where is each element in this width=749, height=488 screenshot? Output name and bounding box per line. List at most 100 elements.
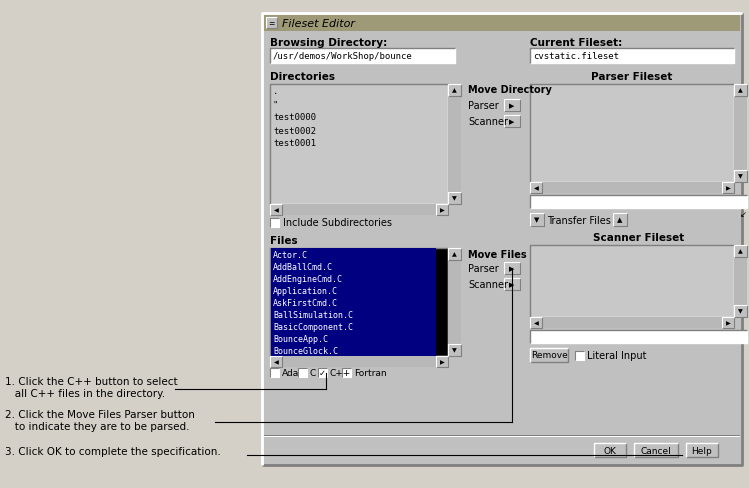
- Text: to indicate they are to be parsed.: to indicate they are to be parsed.: [5, 421, 189, 431]
- Text: Application.C: Application.C: [273, 286, 338, 295]
- Bar: [298, 368, 307, 377]
- Text: cvstatic.fileset: cvstatic.fileset: [533, 52, 619, 61]
- Text: C++: C++: [330, 368, 351, 377]
- Bar: [734, 305, 747, 317]
- Bar: [271, 320, 436, 332]
- Bar: [734, 85, 747, 183]
- Bar: [530, 183, 542, 194]
- Bar: [722, 317, 734, 328]
- Text: ↙: ↙: [740, 210, 747, 219]
- Text: ▲: ▲: [738, 249, 743, 254]
- Text: =: =: [268, 19, 275, 28]
- Bar: [722, 183, 734, 194]
- Text: test0002: test0002: [273, 126, 316, 135]
- Text: 3. Click OK to complete the specification.: 3. Click OK to complete the specificatio…: [5, 446, 221, 456]
- Bar: [264, 16, 740, 32]
- Bar: [530, 85, 734, 183]
- Text: Remove: Remove: [530, 351, 568, 360]
- Text: AddEngineCmd.C: AddEngineCmd.C: [273, 274, 343, 283]
- Text: ▶: ▶: [509, 265, 515, 271]
- Text: BounceApp.C: BounceApp.C: [273, 334, 328, 343]
- Text: ▶: ▶: [726, 185, 730, 191]
- Text: ▲: ▲: [452, 252, 457, 257]
- Bar: [271, 345, 436, 356]
- Text: ▼: ▼: [738, 174, 743, 179]
- Text: test0000: test0000: [273, 113, 316, 122]
- Bar: [271, 261, 436, 272]
- Bar: [594, 443, 626, 457]
- Bar: [530, 348, 568, 362]
- Bar: [530, 245, 734, 317]
- Text: Parser: Parser: [468, 264, 499, 273]
- Text: ◀: ◀: [273, 359, 279, 364]
- Bar: [264, 436, 740, 437]
- Bar: [270, 368, 279, 377]
- Bar: [270, 204, 448, 216]
- Bar: [613, 214, 627, 226]
- Bar: [575, 351, 584, 360]
- Text: ▶: ▶: [509, 119, 515, 125]
- Text: Transfer Files: Transfer Files: [547, 215, 611, 225]
- Bar: [448, 248, 461, 356]
- Bar: [530, 317, 542, 328]
- Text: ◀: ◀: [533, 320, 539, 325]
- Bar: [271, 308, 436, 320]
- Bar: [342, 368, 351, 377]
- Bar: [686, 443, 718, 457]
- Bar: [271, 332, 436, 345]
- Text: Browsing Directory:: Browsing Directory:: [270, 38, 387, 48]
- Text: Parser: Parser: [468, 101, 499, 111]
- Text: Ada: Ada: [282, 368, 300, 377]
- Text: C: C: [310, 368, 316, 377]
- Text: /usr/demos/WorkShop/bounce: /usr/demos/WorkShop/bounce: [273, 52, 413, 61]
- Text: Scanner: Scanner: [468, 280, 508, 289]
- Text: Literal Input: Literal Input: [587, 350, 646, 360]
- Bar: [530, 196, 747, 208]
- Text: ▶: ▶: [509, 103, 515, 109]
- Text: BasicComponent.C: BasicComponent.C: [273, 322, 353, 331]
- Bar: [448, 85, 461, 204]
- Bar: [734, 245, 747, 258]
- Text: Cancel: Cancel: [640, 446, 671, 454]
- Text: AddBallCmd.C: AddBallCmd.C: [273, 262, 333, 271]
- Text: ▼: ▼: [738, 309, 743, 314]
- Bar: [734, 245, 747, 317]
- Text: Parser Fileset: Parser Fileset: [591, 72, 673, 82]
- Text: ▼: ▼: [452, 348, 457, 353]
- Bar: [270, 356, 282, 367]
- Bar: [262, 14, 742, 465]
- Bar: [448, 85, 461, 97]
- Text: Directories: Directories: [270, 72, 335, 82]
- Bar: [318, 368, 327, 377]
- Bar: [530, 183, 734, 194]
- Text: ▲: ▲: [617, 217, 622, 223]
- Text: OK: OK: [604, 446, 616, 454]
- Bar: [634, 443, 678, 457]
- Text: BallSimulation.C: BallSimulation.C: [273, 310, 353, 319]
- Text: Move Directory: Move Directory: [468, 85, 552, 95]
- Text: ▼: ▼: [452, 196, 457, 201]
- Text: Scanner Fileset: Scanner Fileset: [593, 232, 684, 243]
- Bar: [504, 100, 520, 112]
- Text: ▶: ▶: [726, 320, 730, 325]
- Text: test0001: test0001: [273, 139, 316, 148]
- Text: .: .: [273, 87, 279, 96]
- Text: AskFirstCmd.C: AskFirstCmd.C: [273, 298, 338, 307]
- Bar: [504, 116, 520, 128]
- Bar: [270, 219, 279, 227]
- Bar: [448, 248, 461, 261]
- Bar: [504, 263, 520, 274]
- Text: 2. Click the Move Files Parser button: 2. Click the Move Files Parser button: [5, 409, 195, 419]
- Bar: [270, 49, 455, 64]
- Bar: [734, 171, 747, 183]
- Bar: [271, 285, 436, 296]
- Text: Actor.C: Actor.C: [273, 250, 308, 259]
- Bar: [266, 18, 277, 29]
- Bar: [270, 356, 448, 367]
- Text: Include Subdirectories: Include Subdirectories: [283, 218, 392, 228]
- Bar: [734, 85, 747, 97]
- Text: ▶: ▶: [440, 359, 444, 364]
- Text: all C++ files in the directory.: all C++ files in the directory.: [5, 388, 165, 398]
- Bar: [448, 345, 461, 356]
- Text: Move Files: Move Files: [468, 249, 527, 260]
